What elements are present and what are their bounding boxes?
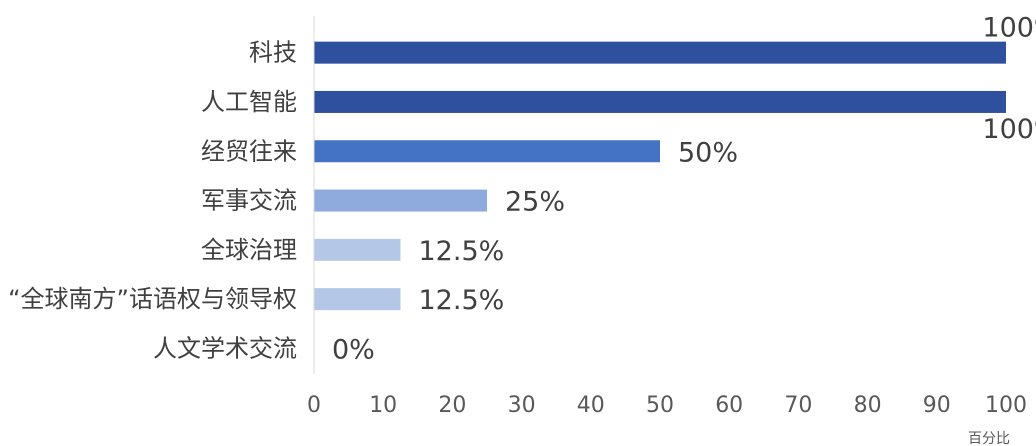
x-axis-unit-label: 百分比 [968, 431, 1010, 446]
x-tick-label: 0 [307, 393, 321, 418]
x-tick-label: 60 [715, 393, 743, 418]
bar [314, 90, 1006, 113]
x-tick-label: 80 [854, 393, 882, 418]
value-label: 100% [982, 13, 1036, 44]
x-axis-ticks: 0 10 20 30 40 50 60 70 80 90 100 [307, 393, 1027, 418]
x-tick-label: 10 [369, 393, 397, 418]
x-tick-label: 40 [577, 393, 605, 418]
category-label: 全球治理 [201, 236, 297, 264]
x-tick-label: 70 [784, 393, 812, 418]
value-label: 12.5% [419, 285, 505, 316]
bars-group [314, 41, 1006, 311]
category-label: 人工智能 [201, 88, 297, 116]
x-tick-label: 90 [923, 393, 951, 418]
bar [314, 288, 401, 311]
bar [314, 140, 660, 163]
category-label: “全球南方”话语权与领导权 [8, 285, 297, 313]
value-label: 50% [678, 137, 738, 168]
value-label: 12.5% [419, 236, 505, 267]
value-label: 0% [332, 334, 375, 365]
x-tick-label: 30 [508, 393, 536, 418]
bar [314, 41, 1006, 64]
x-tick-label: 20 [438, 393, 466, 418]
value-label: 25% [505, 187, 565, 218]
bar [314, 238, 401, 261]
category-label: 人文学术交流 [153, 334, 297, 362]
category-label: 军事交流 [201, 187, 297, 215]
bar [314, 189, 487, 212]
value-label: 100% [982, 114, 1036, 145]
value-labels: 100%100%50%25%12.5%12.5%0% [332, 13, 1036, 366]
x-tick-label: 100 [985, 393, 1027, 418]
x-tick-label: 50 [646, 393, 674, 418]
category-label: 经贸往来 [201, 137, 297, 165]
category-label: 科技 [249, 39, 297, 67]
